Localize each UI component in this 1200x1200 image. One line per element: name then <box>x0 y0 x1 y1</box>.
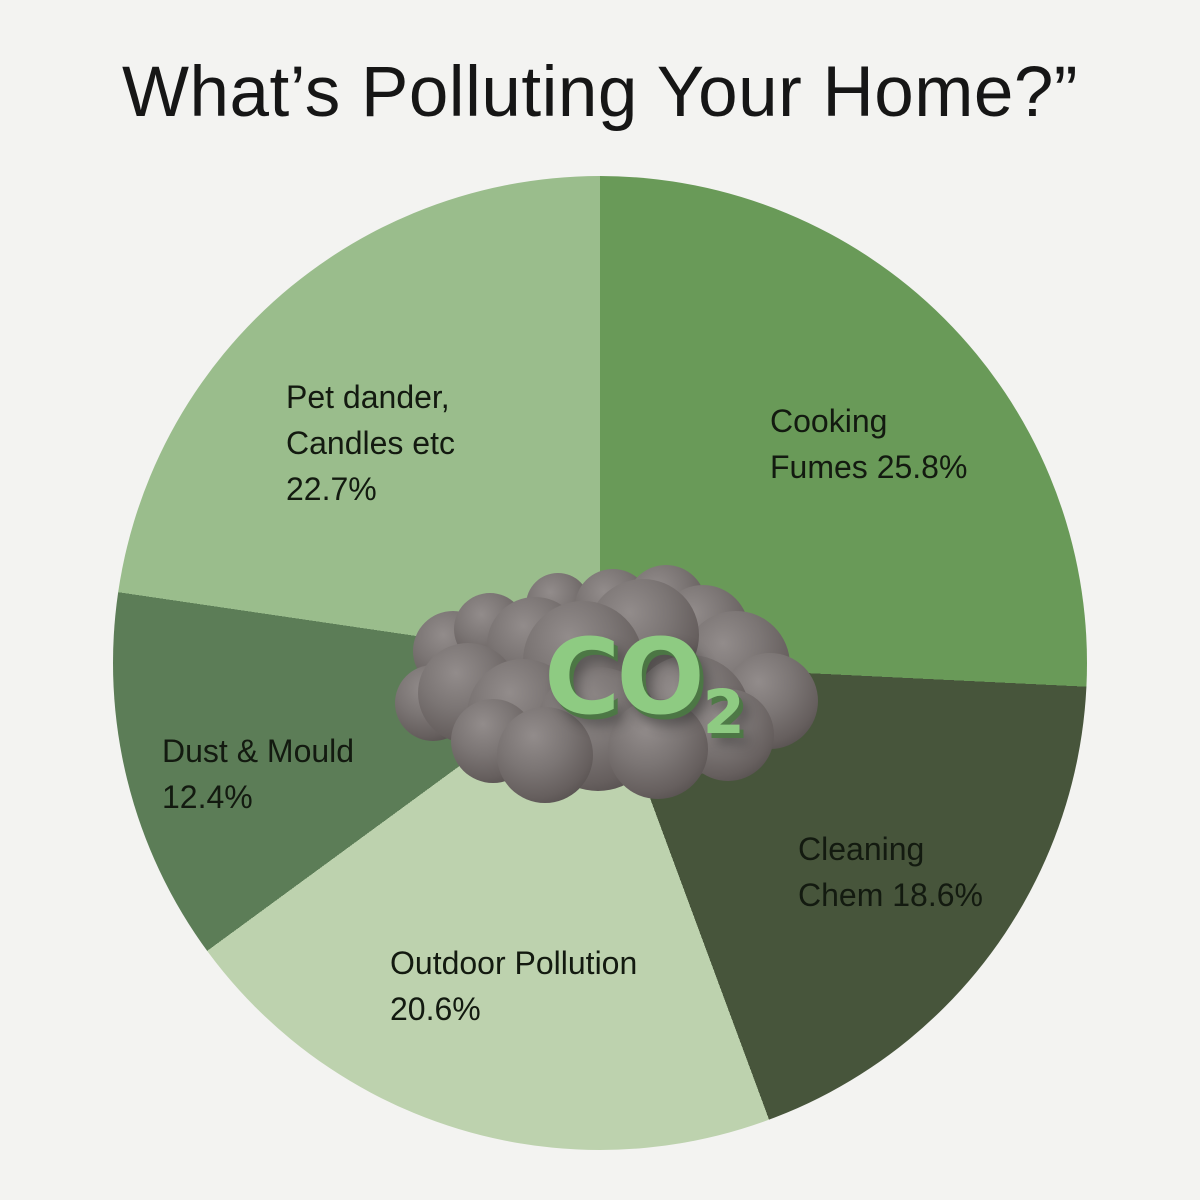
slice-label-pet-dander-candles: Pet dander, Candles etc 22.7% <box>286 374 455 512</box>
slice-label-line: Cleaning <box>798 831 925 867</box>
slice-label-line: Cooking <box>770 403 888 439</box>
slice-label-line: 22.7% <box>286 471 377 507</box>
slice-label-dust-mould: Dust & Mould 12.4% <box>162 728 354 820</box>
slice-label-line: 20.6% <box>390 991 481 1027</box>
chart-title: What’s Polluting Your Home?” <box>122 53 1078 132</box>
slice-label-line: Candles etc <box>286 425 455 461</box>
slice-label-line: Pet dander, <box>286 379 450 415</box>
slice-label-line: Outdoor Pollution <box>390 945 638 981</box>
slice-label-cleaning-chem: Cleaning Chem 18.6% <box>798 826 983 918</box>
co2-cloud-icon: CO2 <box>395 565 822 808</box>
slice-label-line: Fumes 25.8% <box>770 449 968 485</box>
co2-label-subscript: 2 <box>702 677 745 748</box>
slice-label-outdoor-pollution: Outdoor Pollution 20.6% <box>390 940 637 1032</box>
co2-label-main: CO <box>544 616 705 738</box>
cloud-bubbles <box>395 565 818 803</box>
slice-label-line: 12.4% <box>162 779 253 815</box>
slice-label-line: Dust & Mould <box>162 733 355 769</box>
co2-label: CO2 <box>544 625 745 748</box>
slice-label-line: Chem 18.6% <box>798 877 983 913</box>
slice-label-cooking-fumes: Cooking Fumes 25.8% <box>770 398 967 490</box>
